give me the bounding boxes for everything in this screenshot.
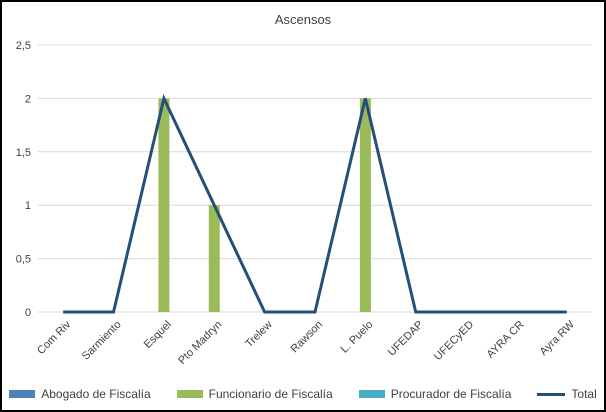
x-category-label: Ayra RW (538, 318, 578, 358)
bar-funcionario-de-fiscal-a (208, 205, 220, 312)
x-category-label: Sarmiento (80, 319, 124, 363)
legend-item-funcionario-de-fiscal-a: Funcionario de Fiscalía (176, 387, 333, 401)
y-tick-label: 1,5 (16, 147, 31, 159)
legend-label: Funcionario de Fiscalía (208, 387, 333, 401)
x-category-label: Com Riv (35, 318, 74, 357)
legend-item-total: Total (537, 387, 597, 401)
y-tick-label: 2,5 (16, 40, 31, 52)
total-line (63, 93, 567, 314)
y-tick-label: 2 (25, 93, 31, 105)
legend-bar-swatch (358, 390, 385, 398)
x-category-label: UFEDAP (386, 319, 426, 359)
legend-label: Total (571, 387, 597, 401)
x-category-label: UFECyED (432, 319, 476, 363)
x-category-label: Trelew (243, 319, 275, 351)
x-category-label: AYRA CR (485, 319, 527, 361)
y-tick-label: 0 (25, 307, 31, 319)
legend-line-swatch (537, 392, 566, 396)
chart-legend: Abogado de Fiscalía Funcionario de Fiscal… (2, 387, 604, 401)
legend-label: Procurador de Fiscalía (390, 387, 512, 401)
y-tick-label: 0,5 (16, 254, 31, 266)
bar-funcionario-de-fiscal-a (359, 98, 371, 313)
legend-bar-swatch (176, 390, 203, 398)
bar-funcionario-de-fiscal-a (158, 98, 170, 313)
x-category-label: L. Puelo (338, 319, 375, 356)
y-tick-label: 1 (25, 200, 31, 212)
x-category-label: Esquel (142, 319, 174, 351)
x-category-label: Pto Madryn (176, 319, 224, 367)
legend-item-procurador-de-fiscal-a: Procurador de Fiscalía (358, 387, 512, 401)
chart-title: Ascensos (274, 12, 332, 27)
legend-bar-swatch (9, 390, 36, 398)
x-category-label: Rawson (289, 319, 326, 356)
legend-label: Abogado de Fiscalía (41, 387, 151, 401)
legend-item-abogado-de-fiscal-a: Abogado de Fiscalía (9, 387, 151, 401)
